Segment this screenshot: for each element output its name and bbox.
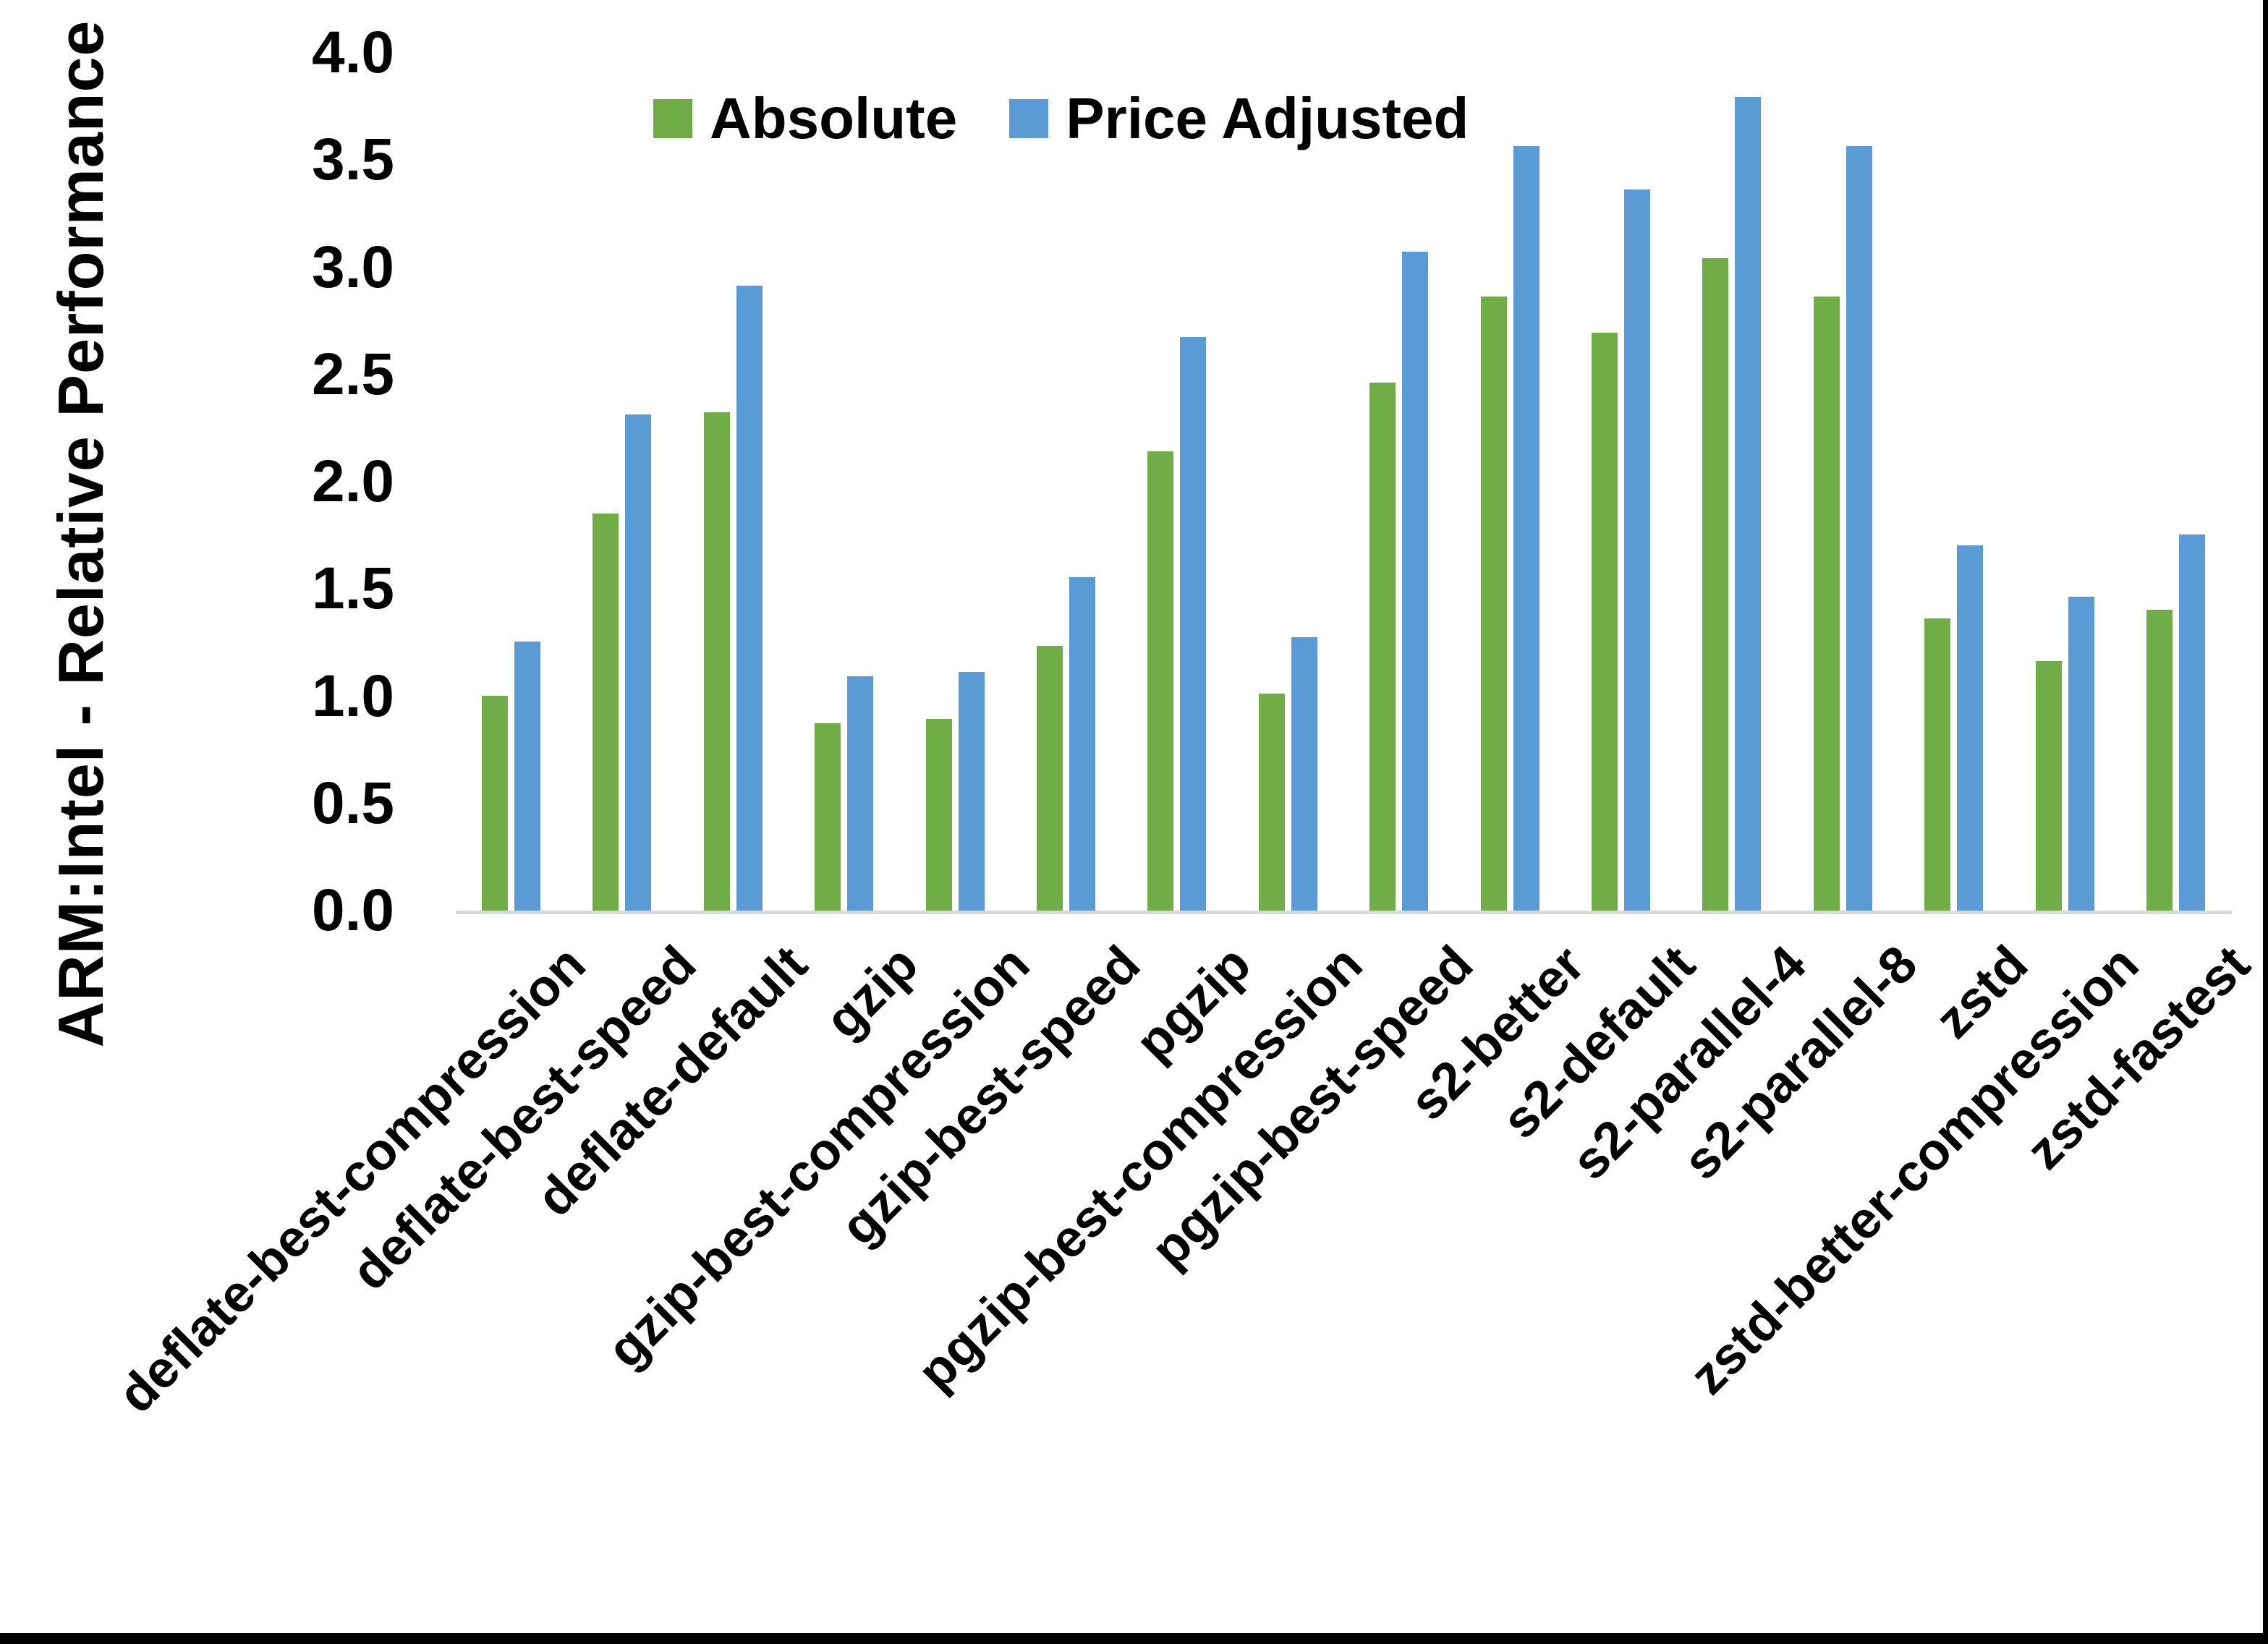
bar-price-adjusted — [1402, 251, 1429, 912]
legend-item-price-adjusted: Price Adjusted — [1009, 85, 1469, 152]
bar-absolute — [1258, 693, 1285, 912]
bar-absolute — [1924, 618, 1951, 912]
bar-absolute — [593, 513, 619, 912]
legend-swatch-absolute — [653, 99, 692, 138]
legend-label-price-adjusted: Price Adjusted — [1066, 86, 1469, 150]
x-axis-label: deflate-best-compression — [107, 934, 597, 1424]
bar-absolute — [703, 412, 730, 912]
bar-price-adjusted — [1957, 545, 1984, 912]
bar-price-adjusted — [1513, 146, 1539, 912]
bar-price-adjusted — [847, 676, 874, 912]
bar-absolute — [482, 695, 508, 912]
bar-price-adjusted — [1624, 189, 1650, 912]
bar-absolute — [925, 719, 952, 912]
bar-absolute — [1702, 257, 1729, 912]
y-tick-label: 1.0 — [312, 663, 394, 729]
bar-absolute — [1037, 646, 1063, 912]
bar-price-adjusted — [736, 286, 763, 912]
bar-price-adjusted — [2068, 597, 2094, 912]
legend-swatch-price-adjusted — [1009, 99, 1049, 138]
y-tick-label: 1.5 — [312, 555, 394, 622]
y-tick-label: 0.5 — [312, 770, 394, 836]
bar-price-adjusted — [1291, 637, 1317, 912]
y-tick-label: 0.0 — [312, 877, 394, 944]
bar-price-adjusted — [1735, 97, 1762, 912]
bar-absolute — [815, 723, 841, 912]
y-tick-label: 2.0 — [312, 448, 394, 515]
legend-item-absolute: Absolute — [653, 85, 957, 152]
bar-price-adjusted — [2179, 534, 2205, 912]
y-axis-title: ARM:Intel - Relative Performance — [45, 20, 116, 1048]
y-tick-label: 4.0 — [312, 20, 394, 86]
bar-price-adjusted — [1180, 337, 1207, 912]
x-axis-line — [456, 911, 2232, 914]
bar-price-adjusted — [625, 414, 652, 912]
chart-legend: Absolute Price Adjusted — [653, 85, 1469, 152]
bar-absolute — [1147, 451, 1174, 912]
window-right-border — [2263, 0, 2268, 1644]
bar-absolute — [2146, 609, 2173, 912]
y-tick-label: 3.5 — [312, 127, 394, 193]
bar-absolute — [1813, 297, 1840, 912]
y-tick-label: 2.5 — [312, 341, 394, 407]
y-tick-label: 3.0 — [312, 234, 394, 300]
bar-price-adjusted — [1846, 146, 1872, 912]
bar-price-adjusted — [1069, 577, 1095, 912]
bar-absolute — [2035, 661, 2062, 912]
bar-price-adjusted — [958, 671, 985, 912]
bar-absolute — [1369, 382, 1396, 912]
window-bottom-border — [0, 1633, 2268, 1644]
bar-price-adjusted — [514, 642, 540, 912]
bar-absolute — [1480, 297, 1507, 912]
legend-label-absolute: Absolute — [710, 86, 958, 150]
bar-absolute — [1592, 333, 1618, 912]
